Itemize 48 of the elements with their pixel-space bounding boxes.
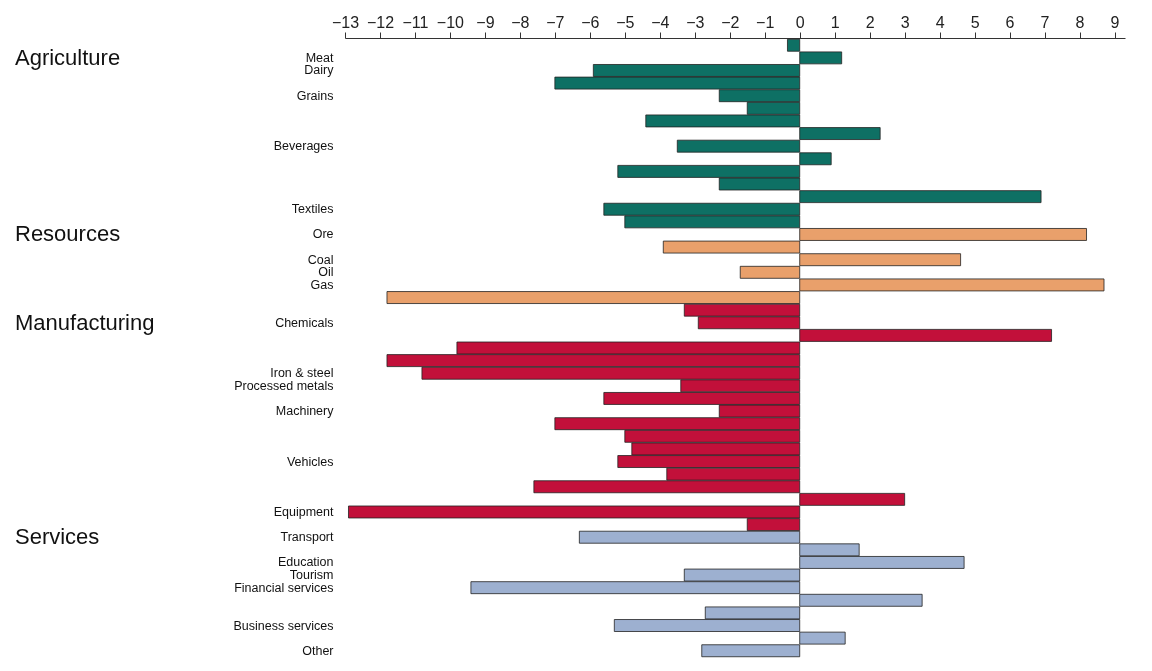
- y-tick-label: Meat: [305, 50, 335, 65]
- x-tick-label: 5: [970, 13, 980, 31]
- y-tick-label: Other: [302, 643, 334, 658]
- x-tick-label: −4: [651, 13, 670, 31]
- y-tick-label: Financial services: [234, 580, 334, 595]
- y-tick-label: Ore: [312, 227, 334, 242]
- x-tick-label: 7: [1040, 13, 1050, 31]
- y-tick-label: Grains: [296, 88, 334, 103]
- text: Agriculture: [15, 44, 121, 70]
- text: Resources: [15, 221, 121, 247]
- x-tick-label: −11: [402, 13, 429, 31]
- x-tick-label: 9: [1110, 13, 1120, 31]
- x-tick-label: −2: [721, 13, 740, 31]
- y-tick-label: Gas: [310, 277, 334, 292]
- x-tick-label: −1: [756, 13, 775, 31]
- x-tick-label: 8: [1075, 13, 1085, 31]
- x-tick-label: 2: [865, 13, 875, 31]
- y-tick-label: Tourism: [289, 568, 334, 583]
- x-tick-label: −13: [331, 13, 360, 31]
- y-tick-label: Beverages: [273, 139, 334, 154]
- x-tick-label: 4: [935, 13, 945, 31]
- x-tick-label: 3: [900, 13, 910, 31]
- y-tick-label: Processed metals: [234, 378, 334, 393]
- x-tick-label: −10: [436, 13, 465, 31]
- y-tick-label: Vehicles: [286, 454, 334, 469]
- y-tick-label: Dairy: [304, 63, 335, 78]
- text: Services: [15, 524, 100, 550]
- y-tick-label: Chemicals: [275, 315, 334, 330]
- x-tick-label: −8: [511, 13, 530, 31]
- y-tick-label: Coal: [307, 252, 334, 267]
- y-tick-label: Oil: [318, 265, 334, 280]
- x-tick-label: −7: [546, 13, 565, 31]
- x-tick-label: −12: [366, 13, 395, 31]
- x-tick-label: −9: [476, 13, 495, 31]
- x-tick-label: 6: [1005, 13, 1015, 31]
- y-tick-label: Education: [277, 555, 334, 570]
- y-tick-label: Textiles: [291, 202, 334, 217]
- x-tick-label: 0: [795, 13, 805, 31]
- x-tick-label: −6: [581, 13, 600, 31]
- y-tick-label: Transport: [280, 530, 335, 545]
- y-tick-label: Machinery: [275, 404, 335, 419]
- text: Manufacturing: [15, 309, 155, 335]
- y-tick-label: Iron & steel: [270, 366, 334, 381]
- x-tick-label: −5: [616, 13, 635, 31]
- x-tick-label: −3: [686, 13, 705, 31]
- y-tick-label: Business services: [233, 618, 334, 633]
- x-tick-label: 1: [830, 13, 840, 31]
- y-tick-label: Equipment: [273, 504, 335, 519]
